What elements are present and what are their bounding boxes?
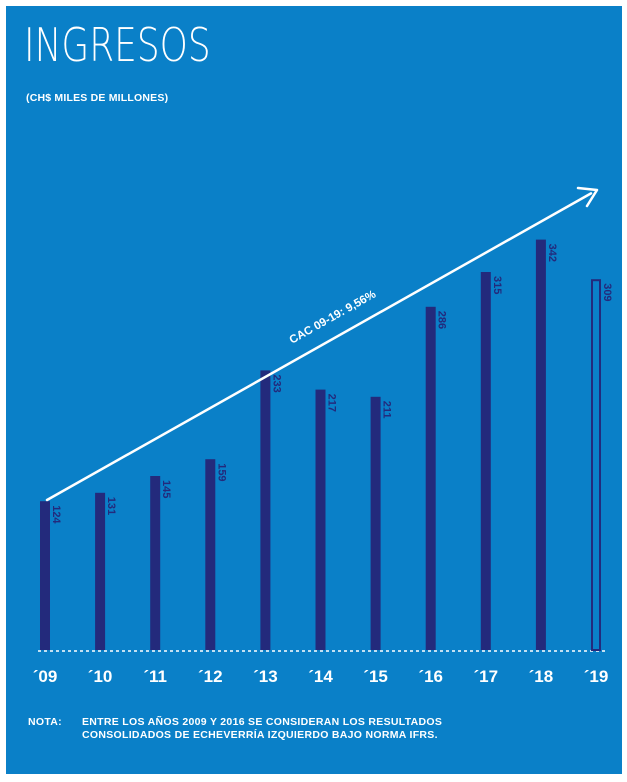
x-tick-label: ´09 <box>33 667 58 686</box>
data-label: 217 <box>326 394 338 412</box>
bar-8 <box>480 272 491 650</box>
trend-arrowhead-icon <box>576 186 599 208</box>
bar-4 <box>260 370 271 650</box>
data-label: 286 <box>436 311 448 329</box>
data-label: 233 <box>270 374 282 392</box>
footnote-line: CONSOLIDADOS DE ECHEVERRÍA IZQUIERDO BAJ… <box>82 729 438 741</box>
footnote-label: NOTA: <box>28 716 62 728</box>
x-tick-label: ´16 <box>418 667 443 686</box>
data-label: 211 <box>381 401 393 419</box>
data-label: 315 <box>491 276 503 294</box>
chart-subtitle: (CH$ MILES DE MILLONES) <box>26 92 169 104</box>
bar-1 <box>95 492 106 650</box>
x-tick-label: ´14 <box>308 667 333 686</box>
footnote-line: ENTRE LOS AÑOS 2009 Y 2016 SE CONSIDERAN… <box>82 716 443 728</box>
data-label: 309 <box>601 283 613 301</box>
bar-10 <box>591 279 601 651</box>
data-label: 124 <box>50 505 62 524</box>
bar-6 <box>370 396 381 650</box>
x-tick-label: ´19 <box>584 667 609 686</box>
x-tick-label: ´15 <box>363 667 388 686</box>
x-tick-label: ´17 <box>474 667 499 686</box>
data-label: 159 <box>215 463 227 481</box>
bar-0 <box>40 501 50 650</box>
x-tick-label: ´18 <box>529 667 554 686</box>
bar-5 <box>315 389 326 650</box>
bar-9 <box>535 239 546 650</box>
data-label: 342 <box>546 244 558 262</box>
footnote: NOTA: ENTRE LOS AÑOS 2009 Y 2016 SE CONS… <box>28 716 442 742</box>
x-tick-label: ´10 <box>88 667 113 686</box>
data-label: 131 <box>105 497 117 515</box>
x-tick-label: ´12 <box>198 667 223 686</box>
x-tick-label: ´11 <box>143 667 167 686</box>
chart-title: INGRESOS <box>24 18 211 72</box>
chart-panel <box>6 6 622 774</box>
trend-arrow-line <box>45 192 593 502</box>
bar-2 <box>150 476 161 650</box>
data-label: 145 <box>160 480 172 498</box>
bar-7 <box>425 306 436 650</box>
x-tick-label: ´13 <box>253 667 278 686</box>
bar-3 <box>205 459 216 650</box>
